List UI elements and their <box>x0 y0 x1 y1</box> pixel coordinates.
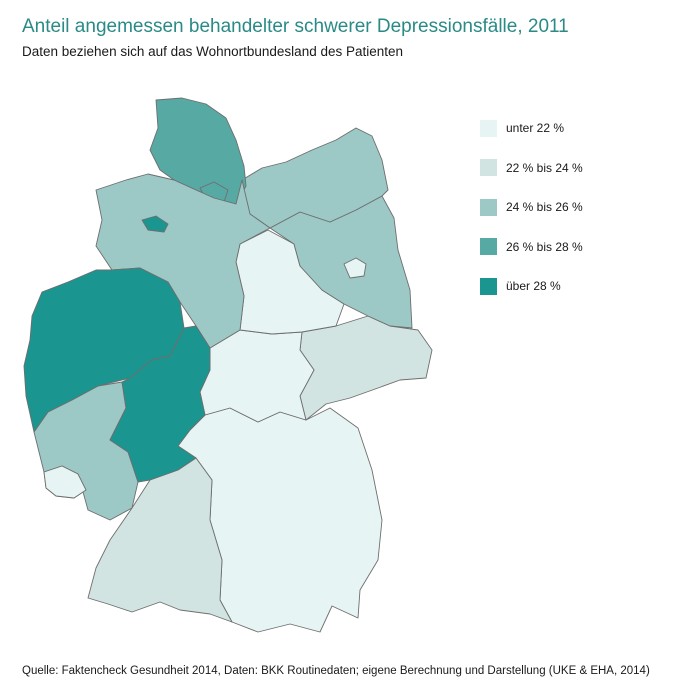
legend-swatch-3 <box>480 198 497 216</box>
legend-label-5: über 28 % <box>506 279 561 293</box>
legend-item-4: 26 % bis 28 % <box>480 237 583 257</box>
map-subtitle: Daten beziehen sich auf das Wohnortbunde… <box>22 44 404 59</box>
legend-swatch-1 <box>480 119 497 137</box>
legend-label-1: unter 22 % <box>506 121 565 135</box>
legend-swatch-5 <box>480 277 497 295</box>
legend-swatch-4 <box>480 238 497 255</box>
legend-item-3: 24 % bis 26 % <box>480 197 583 217</box>
legend-item-5: über 28 % <box>480 276 583 296</box>
legend-item-2: 22 % bis 24 % <box>480 158 583 178</box>
legend-item-1: unter 22 % <box>480 118 583 138</box>
legend-label-2: 22 % bis 24 % <box>506 160 583 175</box>
map-title: Anteil angemessen behandelter schwerer D… <box>22 16 569 37</box>
state-layer <box>23 97 433 633</box>
legend-swatch-2 <box>480 159 497 176</box>
source-note: Quelle: Faktencheck Gesundheit 2014, Dat… <box>22 665 650 677</box>
state-bremen <box>141 215 169 233</box>
state-sachsen <box>299 315 433 421</box>
state-hessen <box>109 325 211 483</box>
state-saarland-inner <box>43 465 87 499</box>
legend-label-4: 26 % bis 28 % <box>506 239 583 254</box>
legend-label-3: 24 % bis 26 % <box>506 200 583 214</box>
state-berlin <box>343 257 367 279</box>
legend: unter 22 % 22 % bis 24 % 24 % bis 26 % 2… <box>480 118 583 316</box>
